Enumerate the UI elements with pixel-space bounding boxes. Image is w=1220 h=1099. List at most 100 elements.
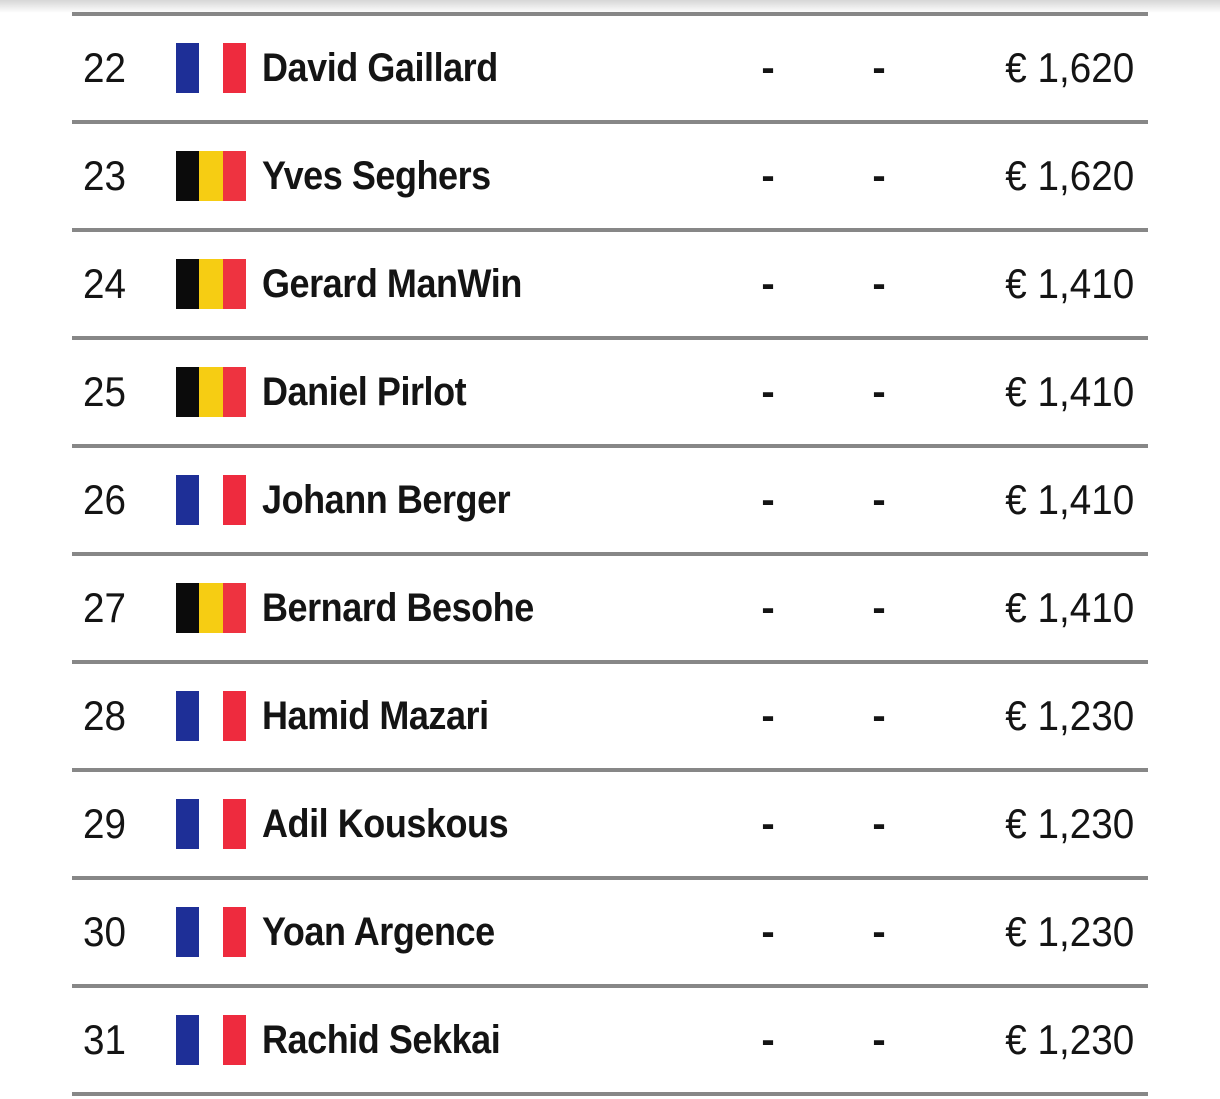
flag-icon-fr	[176, 907, 246, 957]
flag-stripe	[222, 583, 246, 633]
score-cell-2: -	[872, 369, 886, 414]
player-name: Yoan Argence	[262, 909, 495, 954]
prize-amount: € 1,410	[1005, 476, 1135, 523]
flag-icon-fr	[176, 43, 246, 93]
table-row: 26 Johann Berger - - € 1,410	[72, 448, 1148, 556]
table-row: 25 Daniel Pirlot - - € 1,410	[72, 340, 1148, 448]
prize-amount: € 1,410	[1005, 584, 1135, 631]
score-cell-1: -	[761, 45, 775, 90]
player-name: Adil Kouskous	[262, 801, 509, 846]
results-table: 22 David Gaillard - - € 1,620 23 Yves Se…	[72, 12, 1148, 1096]
flag-stripe	[176, 583, 200, 633]
player-name: David Gaillard	[262, 45, 498, 90]
score-cell-2: -	[872, 801, 886, 846]
table-row: 22 David Gaillard - - € 1,620	[72, 16, 1148, 124]
rank-cell: 23	[83, 152, 127, 199]
player-name: Bernard Besohe	[262, 585, 534, 630]
flag-stripe	[176, 43, 200, 93]
flag-stripe	[199, 583, 223, 633]
score-cell-2: -	[872, 909, 886, 954]
flag-stripe	[199, 259, 223, 309]
flag-icon-fr	[176, 799, 246, 849]
flag-stripe	[222, 475, 246, 525]
score-cell-1: -	[761, 1017, 775, 1062]
flag-stripe	[222, 907, 246, 957]
score-cell-2: -	[872, 261, 886, 306]
flag-stripe	[176, 907, 200, 957]
flag-icon-be	[176, 583, 246, 633]
flag-stripe	[222, 151, 246, 201]
table-row: 27 Bernard Besohe - - € 1,410	[72, 556, 1148, 664]
flag-icon-fr	[176, 475, 246, 525]
flag-stripe	[222, 691, 246, 741]
rank-cell: 27	[83, 584, 127, 631]
prize-amount: € 1,230	[1005, 908, 1135, 955]
flag-stripe	[176, 799, 200, 849]
flag-stripe	[222, 43, 246, 93]
flag-stripe	[199, 475, 223, 525]
flag-stripe	[199, 907, 223, 957]
flag-icon-fr	[176, 1015, 246, 1065]
score-cell-2: -	[872, 477, 886, 522]
score-cell-2: -	[872, 693, 886, 738]
prize-amount: € 1,620	[1005, 152, 1135, 199]
flag-stripe	[199, 43, 223, 93]
flag-stripe	[222, 799, 246, 849]
table-row: 23 Yves Seghers - - € 1,620	[72, 124, 1148, 232]
prize-amount: € 1,230	[1005, 800, 1135, 847]
flag-stripe	[199, 1015, 223, 1065]
score-cell-2: -	[872, 1017, 886, 1062]
score-cell-2: -	[872, 153, 886, 198]
player-name: Yves Seghers	[262, 153, 491, 198]
flag-stripe	[222, 367, 246, 417]
score-cell-1: -	[761, 693, 775, 738]
rank-cell: 31	[83, 1016, 127, 1063]
rank-cell: 22	[83, 44, 127, 91]
score-cell-1: -	[761, 477, 775, 522]
rank-cell: 28	[83, 692, 127, 739]
flag-stripe	[222, 259, 246, 309]
flag-icon-be	[176, 367, 246, 417]
score-cell-1: -	[761, 369, 775, 414]
table-row: 30 Yoan Argence - - € 1,230	[72, 880, 1148, 988]
player-name: Rachid Sekkai	[262, 1017, 501, 1062]
rank-cell: 25	[83, 368, 127, 415]
flag-stripe	[176, 259, 200, 309]
flag-icon-be	[176, 259, 246, 309]
prize-amount: € 1,410	[1005, 260, 1135, 307]
player-name: Gerard ManWin	[262, 261, 522, 306]
flag-stripe	[222, 1015, 246, 1065]
table-row: 28 Hamid Mazari - - € 1,230	[72, 664, 1148, 772]
prize-amount: € 1,620	[1005, 44, 1135, 91]
player-name: Johann Berger	[262, 477, 511, 522]
prize-amount: € 1,410	[1005, 368, 1135, 415]
rank-cell: 26	[83, 476, 127, 523]
flag-stripe	[199, 367, 223, 417]
score-cell-1: -	[761, 909, 775, 954]
flag-stripe	[176, 475, 200, 525]
rank-cell: 24	[83, 260, 127, 307]
table-row: 24 Gerard ManWin - - € 1,410	[72, 232, 1148, 340]
flag-icon-fr	[176, 691, 246, 741]
table-row: 29 Adil Kouskous - - € 1,230	[72, 772, 1148, 880]
flag-stripe	[199, 151, 223, 201]
rank-cell: 29	[83, 800, 127, 847]
flag-stripe	[199, 799, 223, 849]
rank-cell: 30	[83, 908, 127, 955]
prize-amount: € 1,230	[1005, 1016, 1135, 1063]
flag-stripe	[199, 691, 223, 741]
score-cell-1: -	[761, 801, 775, 846]
flag-stripe	[176, 151, 200, 201]
score-cell-1: -	[761, 585, 775, 630]
score-cell-1: -	[761, 153, 775, 198]
player-name: Hamid Mazari	[262, 693, 489, 738]
flag-stripe	[176, 691, 200, 741]
prize-amount: € 1,230	[1005, 692, 1135, 739]
table-row: 31 Rachid Sekkai - - € 1,230	[72, 988, 1148, 1096]
score-cell-2: -	[872, 585, 886, 630]
score-cell-1: -	[761, 261, 775, 306]
flag-icon-be	[176, 151, 246, 201]
flag-stripe	[176, 367, 200, 417]
flag-stripe	[176, 1015, 200, 1065]
